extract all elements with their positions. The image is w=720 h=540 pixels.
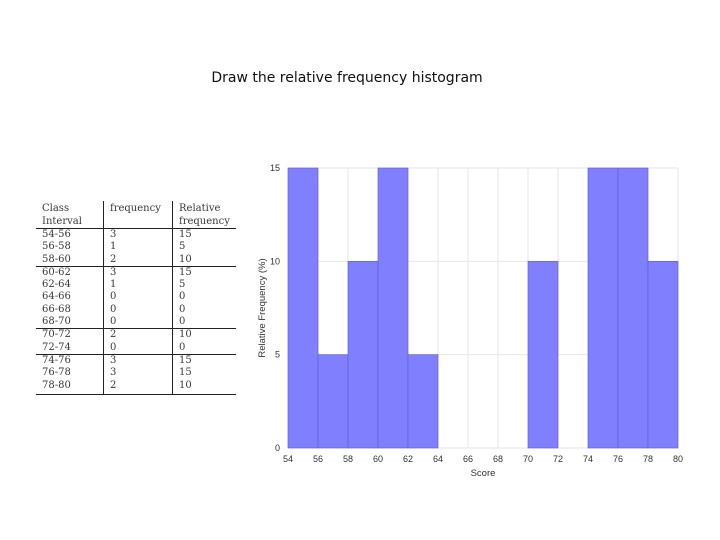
cell-frequency: 3 [103, 354, 173, 368]
histogram-bar [647, 261, 679, 449]
table-row: 56-58 1 5 [36, 241, 236, 254]
cell-frequency: 0 [103, 303, 173, 317]
table-row: 62-64 1 5 [36, 279, 236, 292]
x-tick-label: 60 [373, 454, 383, 464]
cell-frequency: 1 [103, 279, 173, 292]
cell-class-interval: 66-68 [36, 303, 104, 317]
cell-class-interval: 54-56 [36, 228, 104, 242]
cell-frequency: 0 [103, 341, 173, 355]
cell-relative-frequency: 15 [179, 229, 192, 240]
cell-relative-frequency: 5 [179, 241, 186, 253]
y-tick-label: 0 [275, 443, 280, 453]
cell-frequency: 3 [103, 367, 173, 380]
x-tick-label: 74 [583, 454, 593, 464]
header-frequency: frequency [103, 201, 173, 229]
x-tick-label: 68 [493, 454, 503, 464]
table-body: 54-56 3 15 56-58 1 5 58-60 2 10 60-62 3 15 62-64 1 5 64… [36, 228, 236, 395]
cell-class-interval: 72-74 [36, 341, 104, 355]
cell-class-interval: 58-60 [36, 253, 104, 267]
header-frequency-line1: frequency [110, 203, 161, 214]
x-axis-label: Score [471, 468, 496, 479]
table-row: 66-68 0 0 [36, 303, 236, 317]
slide-title: Draw the relative frequency histogram [211, 70, 483, 86]
x-tick-label: 66 [463, 454, 473, 464]
cell-relative-frequency: 15 [179, 266, 192, 278]
table-row: 54-56 3 15 [36, 228, 236, 242]
x-tick-label: 62 [403, 454, 413, 464]
cell-class-interval: 78-80 [36, 379, 104, 395]
cell-relative-frequency: 15 [179, 354, 192, 366]
histogram-bar [617, 167, 649, 449]
cell-frequency: 2 [103, 328, 173, 342]
table-row: 58-60 2 10 [36, 253, 236, 267]
x-tick-label: 72 [553, 454, 563, 464]
cell-relative-frequency: 10 [179, 329, 192, 341]
cell-frequency: 3 [103, 266, 173, 280]
table-row: 74-76 3 15 [36, 354, 236, 368]
cell-frequency: 1 [103, 241, 173, 254]
header-class-line2: Interval [42, 216, 82, 227]
y-axis-label: Relative Frequency (%) [257, 258, 268, 357]
y-tick-label: 10 [270, 256, 280, 266]
cell-frequency: 3 [103, 228, 173, 242]
x-tick-label: 64 [433, 454, 443, 464]
x-tick-label: 58 [343, 454, 353, 464]
table-row: 64-66 0 0 [36, 291, 236, 304]
table-row: 68-70 0 0 [36, 316, 236, 329]
cell-class-interval: 76-78 [36, 367, 104, 380]
header-class-interval: Class Interval [36, 201, 104, 229]
table-row: 72-74 0 0 [36, 341, 236, 355]
cell-relative-frequency: 5 [179, 279, 186, 291]
histogram-bar [287, 167, 319, 449]
header-relative-line1: Relative [179, 203, 221, 214]
header-class-line1: Class [42, 203, 70, 214]
cell-relative-frequency: 0 [179, 341, 186, 353]
cell-class-interval: 60-62 [36, 266, 104, 280]
cell-class-interval: 62-64 [36, 279, 104, 292]
cell-class-interval: 74-76 [36, 354, 104, 368]
histogram-bar [407, 354, 439, 449]
x-tick-label: 78 [643, 454, 653, 464]
table-row: 60-62 3 15 [36, 266, 236, 280]
cell-relative-frequency: 0 [179, 303, 186, 315]
cell-frequency: 0 [103, 316, 173, 329]
cell-relative-frequency: 10 [172, 379, 236, 395]
histogram-bar [527, 261, 559, 449]
cell-class-interval: 70-72 [36, 328, 104, 342]
cell-relative-frequency: 0 [179, 316, 186, 328]
x-tick-label: 70 [523, 454, 533, 464]
histogram-bar [587, 167, 619, 449]
cell-frequency: 0 [103, 291, 173, 304]
y-tick-label: 5 [275, 350, 280, 360]
cell-relative-frequency: 10 [179, 253, 192, 265]
x-tick-label: 56 [313, 454, 323, 464]
cell-frequency: 2 [103, 379, 173, 395]
cell-frequency: 2 [103, 253, 173, 267]
x-tick-label: 80 [673, 454, 683, 464]
cell-class-interval: 68-70 [36, 316, 104, 329]
table-row: 76-78 3 15 [36, 367, 236, 380]
x-tick-label: 54 [283, 454, 293, 464]
histogram-bar [377, 167, 409, 449]
histogram-chart: 0 5 10 15 54 56 58 60 62 64 66 68 70 72 74 76 78 80 Score R… [257, 163, 683, 479]
y-tick-label: 15 [270, 163, 280, 173]
frequency-table: Class Interval frequency Relative freque… [36, 201, 236, 395]
header-relative-frequency: Relative frequency [173, 201, 236, 229]
header-relative-line2: frequency [179, 216, 230, 227]
cell-relative-frequency: 0 [179, 291, 186, 303]
table-row: 70-72 2 10 [36, 328, 236, 342]
cell-class-interval: 64-66 [36, 291, 104, 304]
table-row: 78-80 2 10 [36, 379, 236, 395]
x-tick-label: 76 [613, 454, 623, 464]
table-header-row: Class Interval frequency Relative freque… [36, 201, 236, 229]
histogram-bar [347, 261, 379, 449]
cell-relative-frequency: 15 [179, 367, 192, 379]
cell-class-interval: 56-58 [36, 241, 104, 254]
histogram-bar [317, 354, 349, 449]
